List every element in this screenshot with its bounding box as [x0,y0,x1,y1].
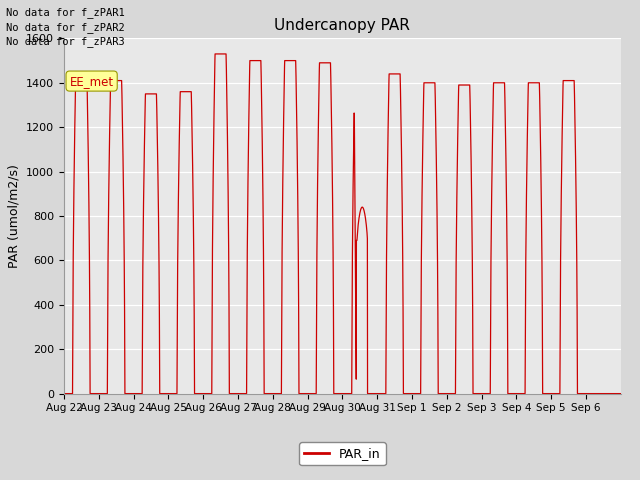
Y-axis label: PAR (umol/m2/s): PAR (umol/m2/s) [8,164,20,268]
Text: No data for f_zPAR1: No data for f_zPAR1 [6,7,125,18]
Text: EE_met: EE_met [70,74,114,87]
Legend: PAR_in: PAR_in [299,443,386,466]
Text: No data for f_zPAR2: No data for f_zPAR2 [6,22,125,33]
Text: No data for f_zPAR3: No data for f_zPAR3 [6,36,125,47]
Title: Undercanopy PAR: Undercanopy PAR [275,18,410,33]
